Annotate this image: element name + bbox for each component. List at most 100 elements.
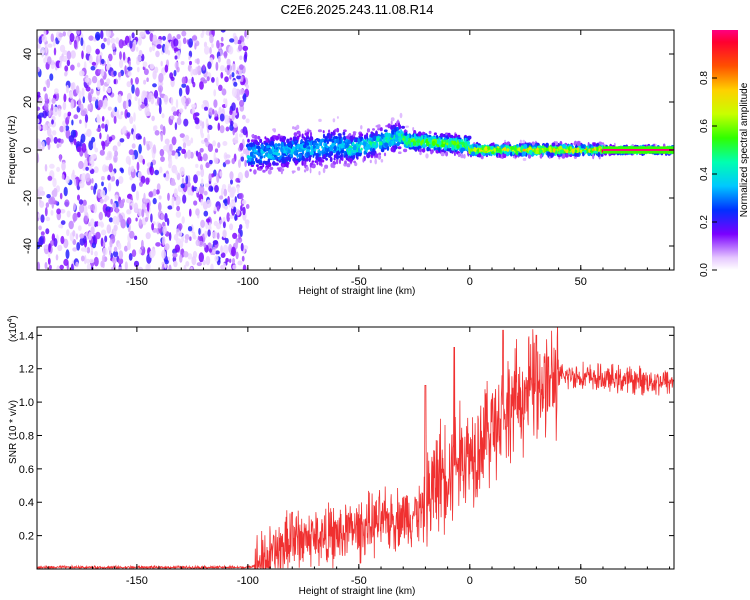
spectrogram-cell [184, 234, 190, 241]
spectrogram-cell [346, 163, 351, 168]
spectrogram-cell [114, 106, 117, 112]
y-tick-label: 0.4 [19, 497, 34, 509]
spectrogram-cell [101, 176, 105, 181]
spectrogram-cell [82, 199, 87, 207]
spectrogram-cell [335, 139, 340, 144]
spectrogram-cell [357, 138, 361, 144]
spectrogram-cell [260, 162, 263, 166]
spectrogram-cell [322, 167, 326, 174]
spectrogram-cell [75, 233, 79, 240]
spectrogram-cell [213, 99, 218, 108]
spectrogram-cell [149, 166, 153, 173]
spectrogram-cell [131, 154, 135, 161]
spectrogram-cell [126, 240, 131, 251]
spectrogram-cell [94, 250, 98, 257]
spectrogram-cell [352, 131, 356, 137]
spectrogram-cell [149, 63, 155, 70]
spectrogram-cell [377, 135, 380, 139]
spectrogram-cell [88, 35, 94, 41]
spectrogram-cell [222, 230, 227, 238]
spectrogram-cell [118, 176, 124, 184]
spectrogram-cell [211, 173, 215, 178]
spectrogram-cell [321, 159, 325, 163]
spectrogram-y-ticks: -40 -20 0 20 40 [22, 48, 674, 254]
spectrogram-cell [170, 181, 176, 186]
spectrogram-cell [215, 61, 219, 71]
spectrogram-cell [47, 127, 52, 137]
spectrogram-cell [185, 261, 190, 267]
x-tick-label: -50 [351, 276, 367, 288]
spectrogram-cell [237, 260, 243, 266]
spectrogram-cell [408, 146, 413, 150]
spectrogram-cell [378, 141, 383, 146]
spectrogram-cell [104, 235, 108, 243]
spectrogram-cell [559, 149, 564, 154]
spectrogram-cell [212, 240, 219, 245]
spectrogram-cell [93, 256, 99, 267]
spectrogram-cell [99, 198, 104, 204]
spectrogram-cell [221, 187, 224, 198]
spectrogram-cell [42, 124, 48, 131]
spectrogram-cell [63, 238, 69, 249]
spectrogram-cell [562, 143, 567, 149]
spectrogram-cell [239, 55, 243, 61]
spectrogram-cell [202, 64, 206, 71]
spectrogram-cell [289, 137, 293, 141]
spectrogram-cell [531, 141, 535, 146]
spectrogram-cell [480, 155, 484, 159]
spectrogram-cell [51, 97, 56, 104]
spectrogram-cell [156, 183, 161, 191]
spectrogram-cell [37, 140, 42, 149]
spectrogram-cell [182, 37, 187, 45]
spectrogram-cell [224, 114, 230, 125]
spectrogram-cell [232, 264, 237, 270]
spectrogram-cell [151, 44, 156, 52]
spectrogram-cell [136, 66, 140, 73]
spectrogram-cell [298, 153, 303, 159]
spectrogram-cell [446, 142, 449, 146]
spectrogram-cell [205, 255, 211, 266]
spectrogram-cell [100, 189, 106, 198]
spectrogram-cell [180, 96, 186, 104]
spectrogram-cell [195, 66, 198, 76]
spectrogram-cell [410, 141, 414, 148]
spectrogram-cell [80, 37, 84, 47]
spectrogram-cell [207, 124, 213, 130]
spectrogram-cell [167, 192, 170, 201]
spectrogram-cell [582, 152, 585, 157]
spectrogram-cell [96, 128, 101, 132]
spectrogram-cell [308, 137, 313, 141]
spectrogram-x-ticks: -150 -100 -50 0 50 [47, 30, 671, 288]
spectrogram-cell [416, 139, 421, 144]
spectrogram-cell [102, 241, 106, 248]
spectrogram-cell [387, 138, 391, 142]
spectrogram-cell [261, 144, 265, 150]
spectrogram-cell [192, 231, 196, 240]
spectrogram-cell [346, 144, 350, 148]
spectrogram-cell [569, 154, 573, 158]
spectrogram-cell [90, 204, 95, 211]
spectrogram-cell [43, 244, 49, 249]
spectrogram-cell [569, 146, 572, 150]
spectrogram-cell [172, 111, 178, 116]
spectrogram-cell [108, 163, 114, 173]
spectrogram-cell [140, 175, 146, 184]
spectrogram-cell [212, 249, 216, 254]
spectrogram-cell [240, 205, 243, 212]
y-tick-label: 1.0 [19, 397, 34, 409]
x-tick-label: -100 [237, 575, 259, 587]
spectrogram-cell [38, 186, 44, 192]
spectrogram-cell [134, 235, 138, 240]
spectrogram-cell [565, 153, 569, 158]
spectrogram-cell [318, 118, 322, 122]
spectrogram-cell [96, 80, 101, 91]
spectrogram-cell [217, 142, 221, 149]
spectrogram-cell [239, 64, 244, 70]
spectrogram-cell [176, 66, 180, 73]
spectrogram-cell [190, 137, 194, 144]
spectrogram-cell [241, 255, 245, 262]
spectrogram-cell [551, 142, 556, 147]
spectrogram-cell [440, 152, 445, 157]
spectrogram-cell [110, 37, 116, 44]
spectrogram-cell [224, 204, 228, 210]
